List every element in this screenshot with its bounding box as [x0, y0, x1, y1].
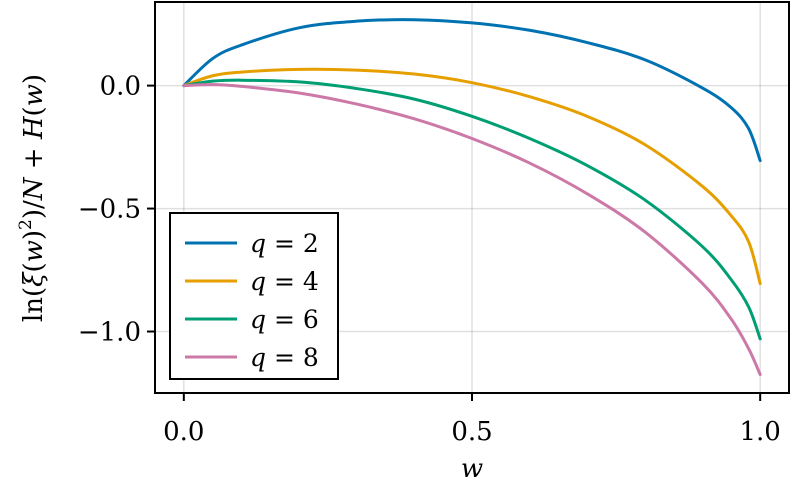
x-tick-label: 0.5	[451, 417, 492, 447]
x-axis-ticks: 0.0 0.5 1.0	[163, 393, 781, 447]
y-tick-label: −1.0	[78, 318, 141, 348]
legend-box	[169, 212, 339, 380]
legend-label: q = 2	[250, 229, 319, 258]
y-tick-label: 0.0	[100, 72, 141, 102]
series-line-q2	[182, 18, 762, 163]
legend-label: q = 6	[250, 305, 319, 334]
y-axis-ticks: 0.0 −0.5 −1.0	[78, 72, 155, 348]
series-lines	[182, 18, 762, 377]
series-line-q6	[182, 78, 762, 341]
legend-label: q = 4	[250, 267, 319, 296]
x-axis-label: w	[461, 454, 483, 484]
legend-label: q = 8	[250, 343, 319, 372]
series-line-q4	[182, 67, 762, 286]
y-axis-label: ln(ξ(w)2)/N + H(w)	[16, 74, 49, 322]
legend: q = 2 q = 4 q = 6 q = 8	[169, 212, 339, 380]
svg-text:ln(ξ(w)2)/N + H(w): ln(ξ(w)2)/N + H(w)	[16, 74, 49, 322]
series-line-q8	[182, 83, 762, 377]
x-tick-label: 0.0	[163, 417, 204, 447]
y-tick-label: −0.5	[78, 195, 141, 225]
x-tick-label: 1.0	[740, 417, 781, 447]
